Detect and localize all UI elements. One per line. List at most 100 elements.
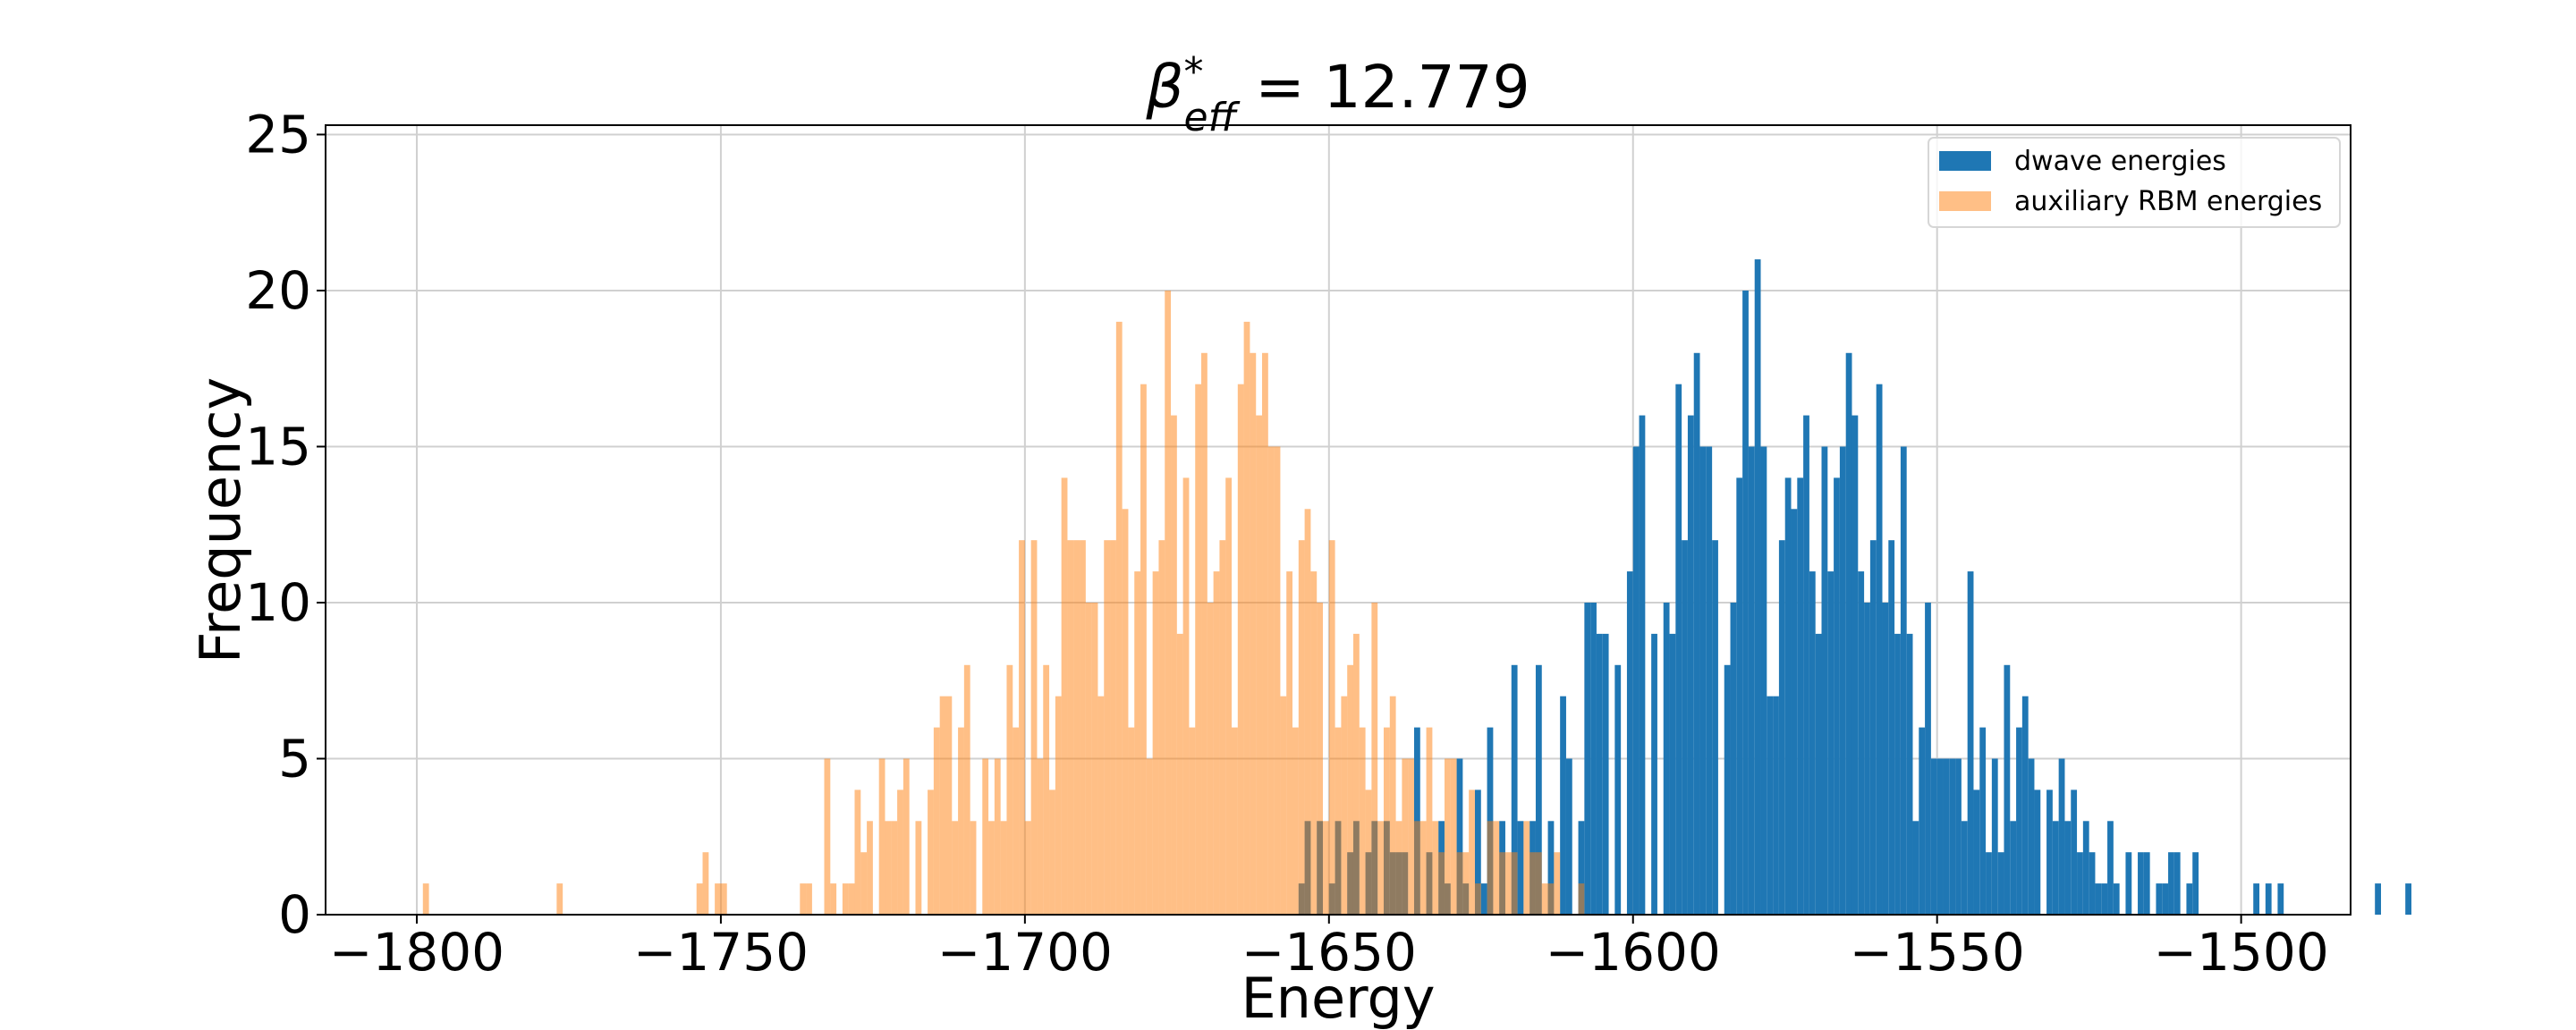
bar-rbm bbox=[878, 758, 886, 915]
bar-dwave bbox=[1991, 758, 1998, 915]
bar-dwave bbox=[2174, 852, 2181, 915]
bar-rbm bbox=[1182, 477, 1190, 915]
bar-dwave bbox=[1778, 540, 1785, 915]
bar-rbm bbox=[885, 821, 892, 915]
bar-rbm bbox=[848, 883, 855, 915]
bar-rbm bbox=[1225, 477, 1233, 915]
bar-rbm bbox=[1359, 727, 1366, 915]
legend-box bbox=[1928, 137, 2341, 228]
bar-dwave bbox=[1864, 602, 1870, 915]
bar-rbm bbox=[1371, 602, 1378, 915]
bar-rbm bbox=[1006, 664, 1013, 915]
bar-rbm bbox=[1377, 821, 1384, 915]
x-tick-label: −1700 bbox=[937, 922, 1113, 983]
bar-rbm bbox=[1243, 321, 1250, 916]
bar-dwave bbox=[2405, 883, 2411, 915]
x-tick-label: −1650 bbox=[1241, 922, 1417, 983]
bar-dwave bbox=[1876, 384, 1883, 916]
bar-rbm bbox=[1535, 852, 1542, 915]
bar-rbm bbox=[1189, 727, 1196, 915]
axis-ticks: −1800 −1750 −1700 −1650 −1600 −1550 −1500 0 5 10 1… bbox=[245, 104, 2329, 983]
chart-title: β* eff = 12.779 bbox=[1145, 49, 1530, 140]
bar-dwave bbox=[1712, 540, 1718, 915]
bar-rbm bbox=[939, 696, 946, 915]
bar-rbm bbox=[1262, 352, 1268, 915]
bar-rbm bbox=[1541, 883, 1548, 915]
bar-dwave bbox=[2265, 883, 2272, 915]
bar-rbm bbox=[860, 852, 868, 915]
bar-rbm bbox=[824, 758, 831, 915]
bar-dwave bbox=[1639, 415, 1646, 915]
bar-dwave bbox=[1858, 571, 1865, 915]
bar-rbm bbox=[422, 883, 429, 915]
bar-rbm bbox=[1043, 664, 1050, 915]
x-axis-label: Energy bbox=[1241, 966, 1435, 1030]
bar-rbm bbox=[1232, 727, 1238, 915]
bar-rbm bbox=[1061, 477, 1068, 915]
bar-rbm bbox=[1115, 321, 1123, 916]
bar-dwave bbox=[2016, 727, 2022, 915]
bar-dwave bbox=[2071, 789, 2078, 915]
bar-rbm bbox=[1352, 633, 1360, 915]
bar-dwave bbox=[2156, 883, 2163, 915]
bar-rbm bbox=[1347, 664, 1353, 915]
y-tick-label: 0 bbox=[278, 884, 311, 945]
bar-dwave bbox=[1827, 571, 1835, 915]
bar-dwave bbox=[1869, 540, 1877, 915]
bar-dwave bbox=[1815, 633, 1822, 915]
bar-dwave bbox=[1706, 446, 1713, 916]
bar-dwave bbox=[1925, 602, 1931, 915]
bar-dwave bbox=[1669, 633, 1676, 915]
bar-rbm bbox=[970, 821, 977, 915]
bar-rbm bbox=[1499, 852, 1505, 915]
bar-dwave bbox=[1596, 633, 1603, 915]
bar-dwave bbox=[1882, 602, 1889, 915]
bar-dwave bbox=[2107, 821, 2114, 915]
bar-dwave bbox=[2168, 852, 2174, 915]
legend: dwave energies auxiliary RBM energies bbox=[1928, 137, 2341, 228]
bar-rbm bbox=[1274, 446, 1281, 916]
bar-rbm bbox=[1547, 883, 1555, 915]
bar-dwave bbox=[2004, 664, 2011, 915]
bar-dwave bbox=[1961, 821, 1968, 915]
bar-rbm bbox=[1335, 727, 1342, 915]
bar-dwave bbox=[2253, 883, 2260, 915]
bar-dwave bbox=[2089, 852, 2096, 915]
bar-dwave bbox=[1930, 758, 1937, 915]
bar-dwave bbox=[2113, 883, 2120, 915]
bar-rbm bbox=[928, 789, 934, 915]
bar-rbm bbox=[1438, 852, 1445, 915]
bar-rbm bbox=[1146, 758, 1153, 915]
bar-rbm bbox=[988, 821, 995, 915]
bar-dwave bbox=[1979, 727, 1987, 915]
bar-rbm bbox=[897, 789, 903, 915]
bar-rbm bbox=[1030, 540, 1038, 915]
bar-rbm bbox=[915, 821, 922, 915]
bar-rbm bbox=[696, 883, 703, 915]
x-tick-label: −1750 bbox=[633, 922, 809, 983]
bar-dwave bbox=[1456, 758, 1463, 915]
bar-rbm bbox=[1444, 758, 1451, 915]
bar-rbm bbox=[1328, 540, 1335, 915]
bar-rbm bbox=[1304, 509, 1311, 915]
bar-rbm bbox=[1426, 727, 1433, 915]
bar-dwave bbox=[1511, 664, 1518, 915]
bar-rbm bbox=[1049, 789, 1055, 915]
y-tick-label: 25 bbox=[245, 104, 311, 165]
bar-rbm bbox=[1413, 821, 1420, 915]
bar-rbm bbox=[1474, 883, 1481, 915]
bar-rbm bbox=[1158, 540, 1165, 915]
bar-rbm bbox=[1280, 696, 1287, 915]
bar-dwave bbox=[1906, 633, 1913, 915]
bar-rbm bbox=[1554, 852, 1561, 915]
bar-dwave bbox=[1943, 758, 1950, 915]
bar-rbm bbox=[1419, 821, 1427, 915]
bar-rbm bbox=[1073, 540, 1080, 915]
bar-rbm bbox=[1402, 758, 1409, 915]
bar-rbm bbox=[1578, 883, 1585, 915]
bar-rbm bbox=[1134, 571, 1141, 915]
bar-dwave bbox=[1967, 571, 1974, 915]
bar-dwave bbox=[1547, 821, 1555, 915]
bar-dwave bbox=[1912, 821, 1919, 915]
bar-rbm bbox=[945, 696, 953, 915]
